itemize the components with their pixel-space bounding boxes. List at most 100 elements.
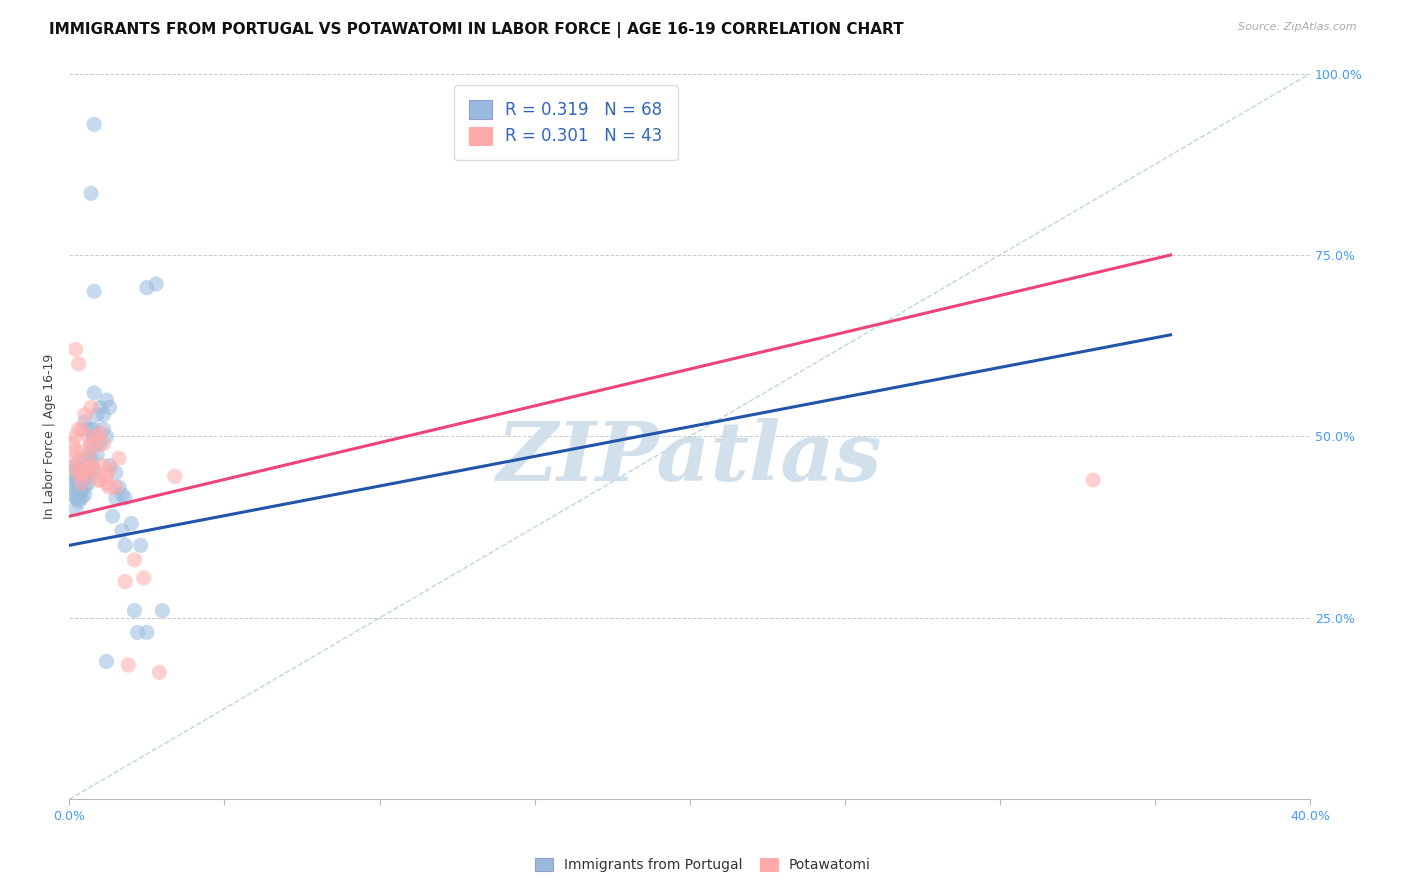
Point xyxy=(86,473,108,487)
Point xyxy=(80,186,103,201)
Point xyxy=(135,280,157,294)
Point xyxy=(117,658,139,673)
Point xyxy=(86,408,108,422)
Point xyxy=(163,469,186,483)
Legend: Immigrants from Portugal, Potawatomi: Immigrants from Portugal, Potawatomi xyxy=(530,853,876,878)
Point xyxy=(127,625,149,640)
Point xyxy=(108,451,131,466)
Point xyxy=(89,425,111,440)
Point xyxy=(70,444,93,458)
Point xyxy=(93,436,115,450)
Point xyxy=(67,455,90,469)
Point xyxy=(65,444,87,458)
Point xyxy=(89,401,111,415)
Point xyxy=(86,436,108,450)
Point xyxy=(67,476,90,491)
Point xyxy=(124,604,146,618)
Point xyxy=(73,480,96,494)
Point xyxy=(83,285,105,299)
Point xyxy=(62,469,84,483)
Point xyxy=(96,655,118,669)
Point xyxy=(83,429,105,443)
Point xyxy=(70,469,93,483)
Text: Source: ZipAtlas.com: Source: ZipAtlas.com xyxy=(1239,22,1357,32)
Point xyxy=(150,604,173,618)
Point xyxy=(108,480,131,494)
Point xyxy=(129,538,152,552)
Point xyxy=(62,451,84,466)
Text: IMMIGRANTS FROM PORTUGAL VS POTAWATOMI IN LABOR FORCE | AGE 16-19 CORRELATION CH: IMMIGRANTS FROM PORTUGAL VS POTAWATOMI I… xyxy=(49,22,904,38)
Point xyxy=(65,343,87,357)
Point xyxy=(98,401,121,415)
Point xyxy=(62,436,84,450)
Point xyxy=(98,480,121,494)
Point xyxy=(67,466,90,480)
Point xyxy=(80,401,103,415)
Point xyxy=(80,469,103,483)
Point xyxy=(65,462,87,476)
Point xyxy=(80,451,103,466)
Point xyxy=(132,571,155,585)
Point xyxy=(114,574,136,589)
Point xyxy=(114,538,136,552)
Point xyxy=(148,665,170,680)
Point xyxy=(70,469,93,483)
Point xyxy=(73,466,96,480)
Point xyxy=(70,476,93,491)
Point xyxy=(73,466,96,480)
Point xyxy=(73,408,96,422)
Point xyxy=(1081,473,1104,487)
Point xyxy=(62,487,84,501)
Point xyxy=(70,491,93,505)
Point xyxy=(96,429,118,443)
Point xyxy=(65,429,87,443)
Point xyxy=(86,448,108,462)
Point xyxy=(65,502,87,516)
Point xyxy=(120,516,142,531)
Point xyxy=(89,436,111,450)
Point xyxy=(83,440,105,454)
Legend: R = 0.319   N = 68, R = 0.301   N = 43: R = 0.319 N = 68, R = 0.301 N = 43 xyxy=(454,86,678,161)
Point xyxy=(104,480,127,494)
Point xyxy=(98,458,121,473)
Point xyxy=(70,422,93,436)
Point xyxy=(111,487,134,501)
Point xyxy=(70,476,93,491)
Point xyxy=(80,436,103,450)
Point xyxy=(93,422,115,436)
Point xyxy=(67,469,90,483)
Point xyxy=(104,491,127,505)
Point xyxy=(83,422,105,436)
Point xyxy=(65,473,87,487)
Point xyxy=(80,458,103,473)
Text: ZIPatlas: ZIPatlas xyxy=(496,418,883,499)
Point xyxy=(114,491,136,505)
Point xyxy=(86,429,108,443)
Point xyxy=(67,480,90,494)
Point xyxy=(124,553,146,567)
Point xyxy=(93,408,115,422)
Point xyxy=(104,466,127,480)
Point xyxy=(83,385,105,400)
Point xyxy=(77,476,100,491)
Point xyxy=(77,451,100,466)
Point xyxy=(77,462,100,476)
Point xyxy=(80,436,103,450)
Point xyxy=(77,466,100,480)
Point xyxy=(65,462,87,476)
Point xyxy=(65,491,87,505)
Point xyxy=(96,476,118,491)
Point xyxy=(73,415,96,429)
Point xyxy=(96,469,118,483)
Point xyxy=(62,476,84,491)
Point xyxy=(67,495,90,509)
Point xyxy=(65,458,87,473)
Point xyxy=(93,458,115,473)
Y-axis label: In Labor Force | Age 16-19: In Labor Force | Age 16-19 xyxy=(44,354,56,519)
Point xyxy=(70,483,93,498)
Point xyxy=(65,483,87,498)
Point xyxy=(67,422,90,436)
Point xyxy=(73,487,96,501)
Point xyxy=(96,393,118,408)
Point xyxy=(80,422,103,436)
